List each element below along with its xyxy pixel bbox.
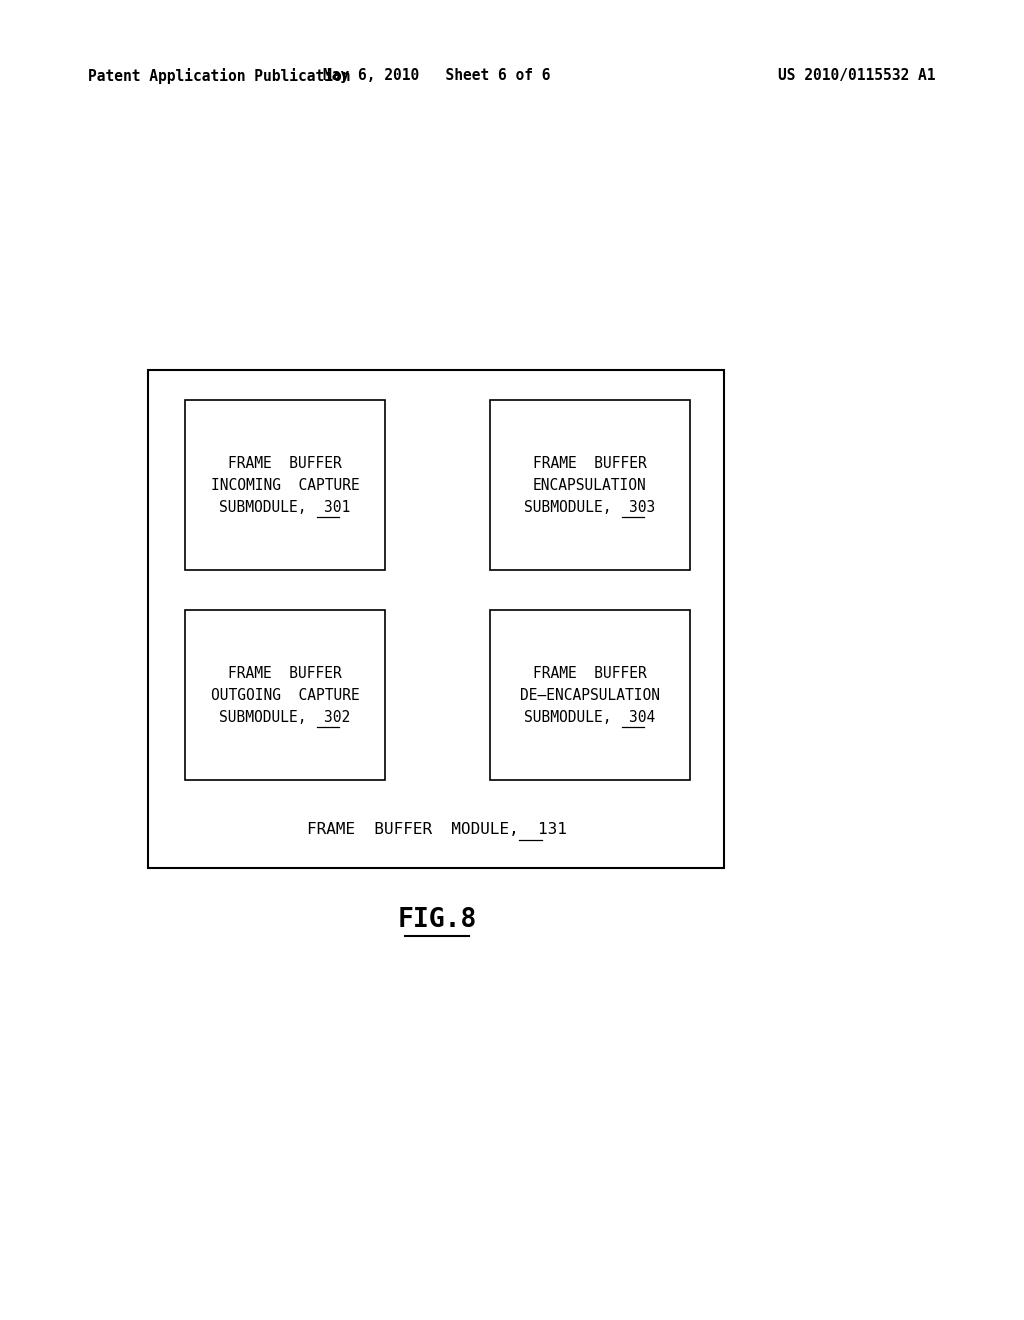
- Text: SUBMODULE,  301: SUBMODULE, 301: [219, 499, 350, 515]
- Text: FRAME  BUFFER: FRAME BUFFER: [228, 665, 342, 681]
- Text: Patent Application Publication: Patent Application Publication: [88, 69, 350, 84]
- Text: SUBMODULE,  303: SUBMODULE, 303: [524, 499, 655, 515]
- Text: FRAME  BUFFER: FRAME BUFFER: [534, 665, 647, 681]
- Text: May 6, 2010   Sheet 6 of 6: May 6, 2010 Sheet 6 of 6: [324, 69, 551, 83]
- Text: FRAME  BUFFER: FRAME BUFFER: [534, 455, 647, 470]
- Bar: [185, 400, 385, 570]
- Text: FRAME  BUFFER  MODULE,  131: FRAME BUFFER MODULE, 131: [307, 822, 567, 837]
- Text: SUBMODULE,  302: SUBMODULE, 302: [219, 710, 350, 725]
- Text: OUTGOING  CAPTURE: OUTGOING CAPTURE: [211, 688, 359, 702]
- Bar: [185, 610, 385, 780]
- Text: ENCAPSULATION: ENCAPSULATION: [534, 478, 647, 492]
- Text: US 2010/0115532 A1: US 2010/0115532 A1: [777, 69, 935, 83]
- Bar: [490, 610, 690, 780]
- Text: DE–ENCAPSULATION: DE–ENCAPSULATION: [520, 688, 660, 702]
- Bar: [490, 400, 690, 570]
- Text: INCOMING  CAPTURE: INCOMING CAPTURE: [211, 478, 359, 492]
- Text: FIG.8: FIG.8: [397, 907, 477, 933]
- Bar: [148, 370, 724, 869]
- Text: FRAME  BUFFER: FRAME BUFFER: [228, 455, 342, 470]
- Text: SUBMODULE,  304: SUBMODULE, 304: [524, 710, 655, 725]
